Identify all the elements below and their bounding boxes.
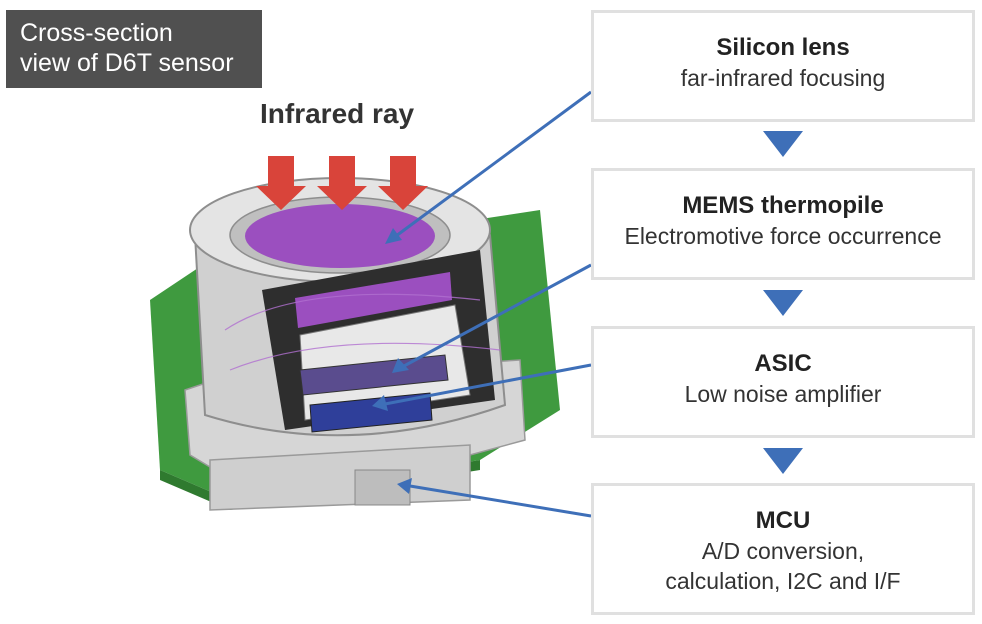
stage-subtitle: Electromotive force occurrence bbox=[624, 223, 942, 249]
silicon-lens bbox=[245, 204, 435, 268]
stage-title: Silicon lens bbox=[716, 34, 850, 61]
title-line-2: view of D6T sensor bbox=[20, 49, 234, 77]
infrared-arrows bbox=[256, 156, 428, 210]
flow-arrow-down-icon bbox=[763, 290, 803, 316]
pointer-line-lens bbox=[395, 90, 592, 238]
pointer-line-mems bbox=[403, 263, 592, 368]
title-line-1: Cross-section bbox=[20, 19, 173, 47]
stage-box-mems-thermopile: MEMS thermopile Electromotive force occu… bbox=[591, 168, 975, 280]
pointer-line-asic bbox=[384, 363, 592, 406]
flow-arrow-down-icon bbox=[763, 131, 803, 157]
infrared-arrow-1 bbox=[256, 156, 306, 210]
field-lines bbox=[224, 293, 501, 371]
asic-chip bbox=[309, 392, 433, 433]
flow-arrow-down-icon bbox=[763, 448, 803, 474]
pointer-head-mems bbox=[392, 358, 409, 373]
infrared-ray-label: Infrared ray bbox=[260, 98, 415, 129]
stage-subtitle: Low noise amplifier bbox=[684, 381, 882, 407]
stage-subtitle: A/D conversion, bbox=[701, 538, 865, 564]
infrared-arrow-3 bbox=[378, 156, 428, 210]
infrared-arrow-2 bbox=[317, 156, 367, 210]
stage-box-mcu: MCU A/D conversion, calculation, I2C and… bbox=[591, 483, 975, 615]
stage-title: MEMS thermopile bbox=[682, 192, 884, 219]
bottom-connector bbox=[354, 469, 411, 506]
pointer-lines bbox=[372, 90, 592, 518]
title-badge: Cross-section view of D6T sensor bbox=[6, 10, 262, 88]
stage-title: ASIC bbox=[754, 350, 812, 377]
stage-subtitle-line-2: calculation, I2C and I/F bbox=[665, 568, 901, 594]
stage-subtitle: far-infrared focusing bbox=[680, 65, 886, 91]
pointer-line-mcu bbox=[409, 484, 592, 518]
lens-cross-section bbox=[295, 272, 452, 328]
mems-thermopile bbox=[299, 354, 449, 396]
stage-title: MCU bbox=[755, 507, 811, 534]
pointer-head-asic bbox=[372, 395, 388, 411]
pointer-head-lens bbox=[385, 228, 402, 244]
stage-box-asic: ASIC Low noise amplifier bbox=[591, 326, 975, 438]
stage-box-silicon-lens: Silicon lens far-infrared focusing bbox=[591, 10, 975, 122]
pointer-head-mcu bbox=[397, 478, 412, 494]
